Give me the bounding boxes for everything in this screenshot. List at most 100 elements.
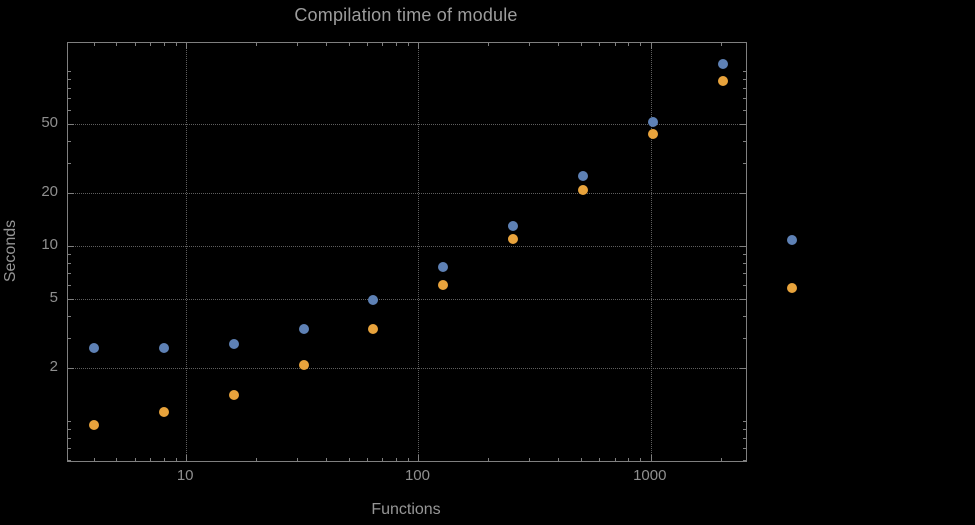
x-minor-tick <box>296 43 298 46</box>
x-major-tick <box>650 43 652 49</box>
x-gridline <box>186 43 188 461</box>
y-tick-label: 50 <box>41 113 58 131</box>
x-major-tick <box>418 43 420 49</box>
x-minor-tick <box>163 43 165 46</box>
data-point-series-2-orange <box>368 324 379 335</box>
x-minor-tick <box>134 458 136 461</box>
y-minor-tick <box>743 162 746 164</box>
y-gridline <box>68 193 746 195</box>
data-point-series-2-orange <box>578 184 589 195</box>
y-minor-tick <box>743 337 746 339</box>
x-minor-tick <box>150 43 152 46</box>
y-minor-tick <box>743 254 746 256</box>
data-point-series-2-orange <box>88 419 99 430</box>
x-minor-tick <box>93 458 95 461</box>
y-minor-tick <box>743 79 746 81</box>
y-major-tick <box>740 193 746 195</box>
y-minor-tick <box>743 98 746 100</box>
x-axis-label: Functions <box>371 501 441 518</box>
x-minor-tick <box>150 458 152 461</box>
x-tick-label: 10 <box>176 467 194 484</box>
x-major-tick <box>418 455 420 461</box>
x-minor-tick <box>599 43 601 46</box>
x-minor-tick <box>720 458 722 461</box>
data-point-series-2-orange <box>228 390 239 401</box>
x-minor-tick <box>116 43 118 46</box>
y-minor-tick <box>743 459 746 461</box>
x-minor-tick <box>720 43 722 46</box>
y-minor-tick <box>68 284 71 286</box>
data-point-series-2-orange <box>298 359 309 370</box>
x-minor-tick <box>296 458 298 461</box>
x-minor-tick <box>382 43 384 46</box>
y-minor-tick <box>743 315 746 317</box>
x-minor-tick <box>256 43 258 46</box>
y-minor-tick <box>743 428 746 430</box>
x-minor-tick <box>529 43 531 46</box>
x-minor-tick <box>558 458 560 461</box>
data-point-series-1-blue <box>228 339 239 350</box>
legend-marker <box>787 235 797 245</box>
y-tick-label: 5 <box>49 288 58 306</box>
x-minor-tick <box>614 43 616 46</box>
y-minor-tick <box>68 420 71 422</box>
data-point-series-2-orange <box>158 407 169 418</box>
x-minor-tick <box>395 43 397 46</box>
x-minor-tick <box>93 43 95 46</box>
x-minor-tick <box>640 458 642 461</box>
x-minor-tick <box>599 458 601 461</box>
y-minor-tick <box>68 273 71 275</box>
x-minor-tick <box>407 43 409 46</box>
x-minor-tick <box>348 43 350 46</box>
x-minor-tick <box>116 458 118 461</box>
legend-marker <box>787 283 797 293</box>
x-minor-tick <box>488 43 490 46</box>
x-major-tick <box>186 43 188 49</box>
data-point-series-1-blue <box>368 295 379 306</box>
y-minor-tick <box>68 437 71 439</box>
x-major-tick <box>650 455 652 461</box>
y-minor-tick <box>68 140 71 142</box>
y-minor-tick <box>743 448 746 450</box>
y-minor-tick <box>743 437 746 439</box>
y-minor-tick <box>743 88 746 90</box>
data-point-series-1-blue <box>158 343 169 354</box>
x-tick-label: 1000 <box>633 467 667 484</box>
data-point-series-1-blue <box>508 221 519 232</box>
y-minor-tick <box>68 98 71 100</box>
y-minor-tick <box>68 315 71 317</box>
x-minor-tick <box>488 458 490 461</box>
y-minor-tick <box>743 420 746 422</box>
y-major-tick <box>740 298 746 300</box>
x-minor-tick <box>628 43 630 46</box>
y-minor-tick <box>743 140 746 142</box>
y-major-tick <box>68 123 74 125</box>
y-gridline <box>68 368 746 370</box>
x-minor-tick <box>580 458 582 461</box>
y-minor-tick <box>68 428 71 430</box>
y-minor-tick <box>68 448 71 450</box>
y-minor-tick <box>743 284 746 286</box>
x-tick-label: 100 <box>404 467 430 484</box>
x-gridline <box>418 43 420 461</box>
x-minor-tick <box>640 43 642 46</box>
data-point-series-2-orange <box>508 233 519 244</box>
x-minor-tick <box>628 458 630 461</box>
plot-frame <box>67 42 747 462</box>
data-point-series-2-orange <box>648 128 659 139</box>
y-tick-label: 10 <box>41 236 58 254</box>
y-minor-tick <box>743 263 746 265</box>
data-point-series-1-blue <box>298 324 309 335</box>
y-minor-tick <box>68 110 71 111</box>
y-major-tick <box>740 123 746 125</box>
x-minor-tick <box>134 43 136 46</box>
y-major-tick <box>68 368 74 370</box>
y-tick-label: 20 <box>41 183 58 201</box>
y-minor-tick <box>68 263 71 265</box>
data-point-series-1-blue <box>648 117 659 128</box>
x-minor-tick <box>366 458 368 461</box>
data-point-series-1-blue <box>88 343 99 354</box>
data-point-series-1-blue <box>718 58 729 69</box>
x-gridline <box>650 43 652 461</box>
x-minor-tick <box>395 458 397 461</box>
